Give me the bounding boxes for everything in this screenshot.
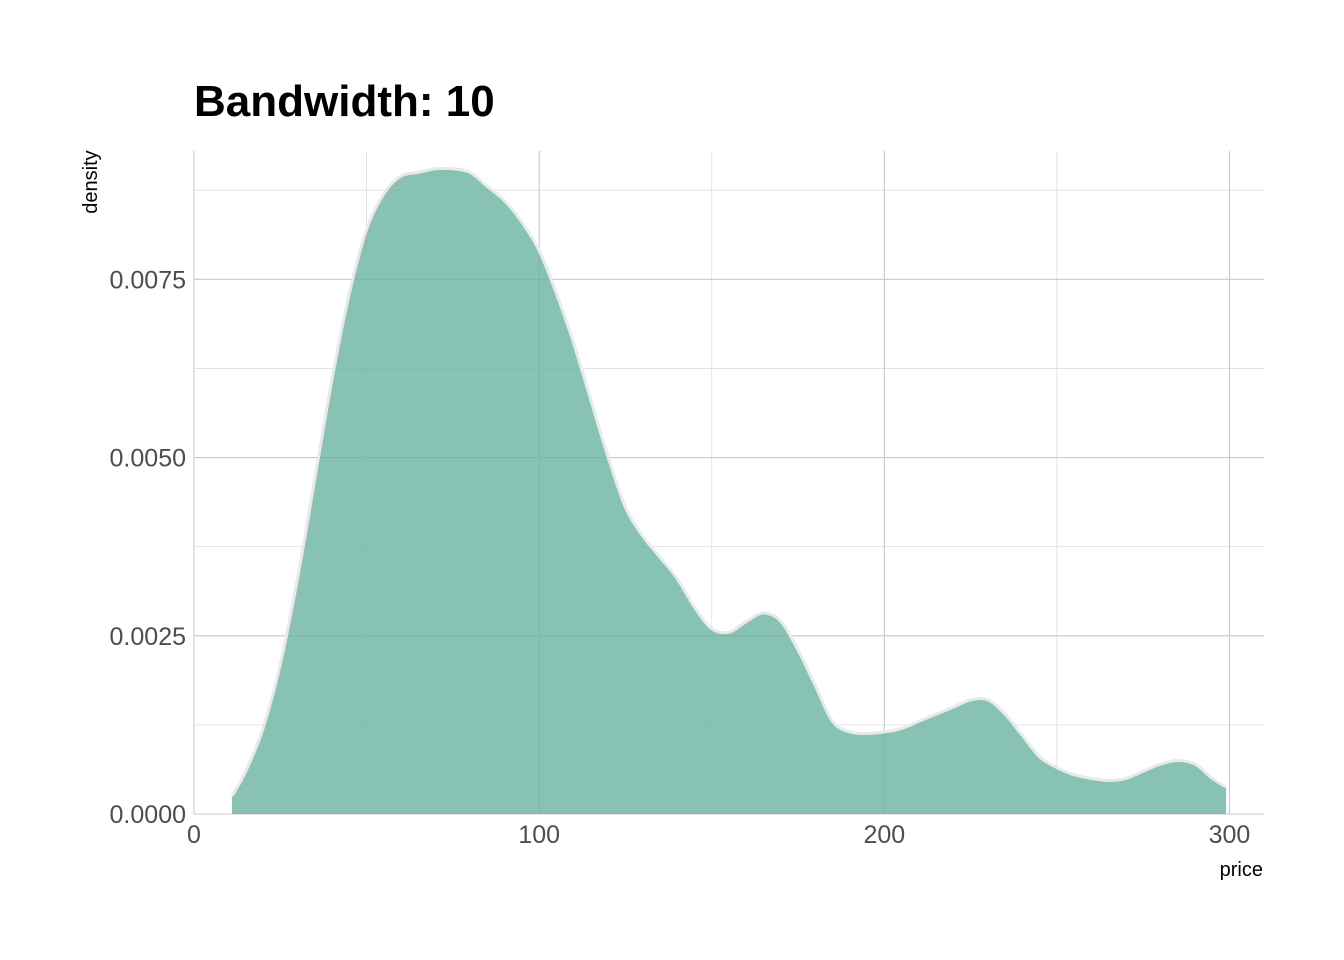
- density-area-layer: [230, 166, 1227, 815]
- y-tick-label: 0.0025: [110, 623, 186, 651]
- y-tick-label: 0.0000: [110, 801, 186, 829]
- tick-labels: 0 100 200 300 0.0000 0.0025 0.0050 0.0075: [110, 266, 1251, 849]
- x-tick-label: 200: [863, 821, 905, 849]
- density-area: [232, 168, 1226, 815]
- chart-title: Bandwidth: 10: [194, 77, 495, 126]
- y-tick-label: 0.0050: [110, 445, 186, 473]
- x-tick-label: 0: [187, 821, 201, 849]
- y-axis-title: density: [80, 150, 102, 213]
- x-tick-label: 100: [518, 821, 560, 849]
- y-tick-label: 0.0075: [110, 266, 186, 294]
- x-axis-title: price: [1220, 859, 1263, 881]
- density-line: [230, 166, 1227, 797]
- x-tick-label: 300: [1209, 821, 1251, 849]
